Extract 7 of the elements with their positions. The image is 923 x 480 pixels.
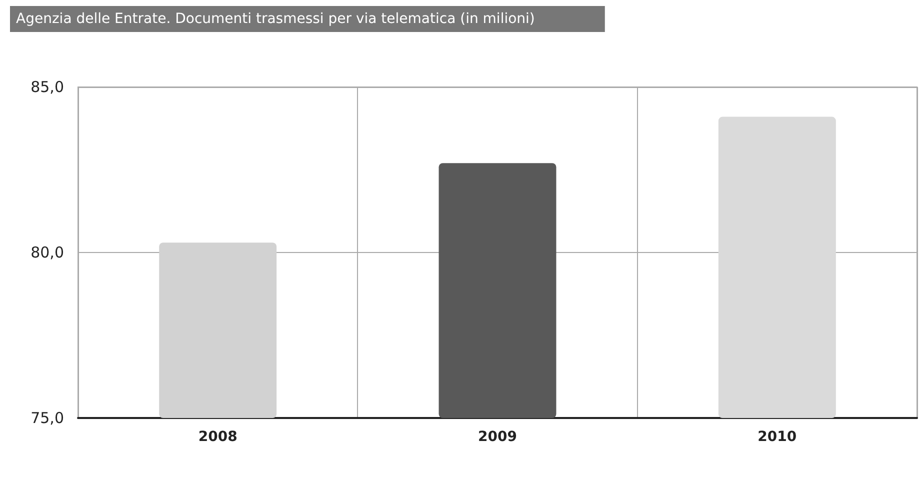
x-tick-label: 2009 — [478, 429, 517, 445]
y-tick-label: 80,0 — [30, 244, 64, 262]
chart-title: Agenzia delle Entrate. Documenti trasmessi per via telematica (in milioni) — [16, 11, 535, 27]
x-tick-label: 2010 — [758, 429, 797, 445]
x-tick-label: 2008 — [198, 429, 238, 445]
y-tick-label: 75,0 — [30, 409, 64, 427]
y-tick-label: 85,0 — [30, 78, 64, 96]
